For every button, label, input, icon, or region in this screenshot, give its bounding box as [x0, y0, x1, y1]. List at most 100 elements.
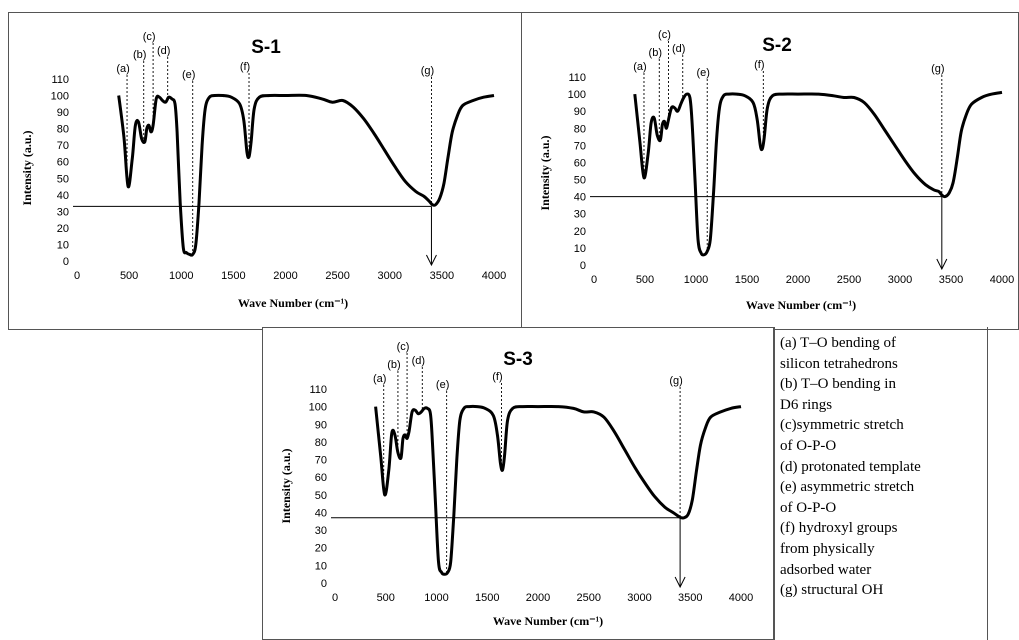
y-axis-label: Intensity (a.u.): [279, 448, 293, 523]
y-tick-label: 40: [57, 190, 69, 202]
x-tick-label: 1500: [475, 592, 499, 604]
chart-panel-s3: S-3 Intensity (a.u.) Wave Number (cm⁻¹) …: [262, 327, 775, 640]
peak-label: (c): [658, 29, 671, 41]
y-tick-label: 80: [315, 437, 327, 449]
peak-label: (a): [116, 63, 129, 75]
peak-label: (b): [387, 359, 400, 371]
x-tick-label: 1000: [684, 274, 708, 286]
peak-label: (g): [931, 63, 944, 75]
x-tick-label: 2000: [526, 592, 550, 604]
legend-line: (b) T–O bending in: [780, 374, 983, 395]
x-tick-label: 2500: [325, 270, 349, 282]
ftir-chart-s3: S-3 Intensity (a.u.) Wave Number (cm⁻¹) …: [263, 328, 774, 639]
y-tick-label: 10: [574, 243, 586, 255]
y-tick-label: 50: [57, 173, 69, 185]
legend-line: (c)symmetric stretch: [780, 415, 983, 436]
y-tick-label: 20: [315, 543, 327, 555]
legend-line: of O-P-O: [780, 498, 983, 519]
peak-label: (d): [157, 45, 170, 57]
spectrum-line: [635, 92, 1002, 255]
x-tick-label: 3500: [678, 592, 702, 604]
y-tick-label: 30: [57, 206, 69, 218]
peak-label: (e): [436, 379, 449, 391]
x-tick-label: 500: [120, 270, 138, 282]
y-tick-label: 90: [574, 106, 586, 118]
chart-title: S-3: [503, 349, 533, 370]
legend-line: silicon tetrahedrons: [780, 354, 983, 375]
y-tick-label: 90: [315, 419, 327, 431]
peak-label: (d): [672, 43, 685, 55]
x-tick-label: 3500: [430, 270, 454, 282]
chart-panel-s1: S-1 Intensity (a.u.) Wave Number (cm⁻¹) …: [8, 12, 523, 330]
ftir-chart-s1: S-1 Intensity (a.u.) Wave Number (cm⁻¹) …: [9, 13, 522, 329]
peak-label: (c): [397, 341, 410, 353]
x-tick-label: 2500: [577, 592, 601, 604]
y-tick-label: 80: [57, 124, 69, 136]
legend-line: (d) protonated template: [780, 457, 983, 478]
legend-line: adsorbed water: [780, 560, 983, 581]
chart-title: S-2: [762, 35, 792, 56]
x-tick-label: 3000: [627, 592, 651, 604]
y-axis-label: Intensity (a.u.): [538, 135, 552, 210]
y-tick-label: 0: [321, 578, 327, 590]
y-tick-label: 110: [51, 74, 69, 86]
y-tick-label: 60: [574, 157, 586, 169]
x-tick-label: 4000: [729, 592, 753, 604]
y-tick-label: 10: [57, 239, 69, 251]
y-tick-label: 70: [574, 140, 586, 152]
legend-line: D6 rings: [780, 395, 983, 416]
peak-label: (e): [696, 67, 709, 79]
x-tick-label: 4000: [990, 274, 1014, 286]
y-tick-label: 70: [315, 455, 327, 467]
y-tick-label: 50: [574, 175, 586, 187]
peak-label: (f): [492, 371, 502, 383]
y-tick-label: 40: [315, 507, 327, 519]
x-tick-label: 0: [332, 592, 338, 604]
y-tick-label: 20: [57, 223, 69, 235]
chart-panel-s2: S-2 Intensity (a.u.) Wave Number (cm⁻¹) …: [521, 12, 1019, 330]
x-tick-label: 0: [591, 274, 597, 286]
y-tick-label: 100: [309, 402, 327, 414]
y-tick-label: 60: [57, 157, 69, 169]
y-tick-label: 100: [51, 91, 69, 103]
y-tick-label: 30: [574, 209, 586, 221]
spectrum-line: [376, 406, 741, 574]
x-axis-label: Wave Number (cm⁻¹): [238, 296, 348, 310]
y-tick-label: 0: [63, 256, 69, 268]
y-tick-label: 60: [315, 472, 327, 484]
peak-label: (a): [633, 61, 646, 73]
peak-label: (g): [421, 65, 434, 77]
y-axis-label: Intensity (a.u.): [20, 130, 34, 205]
x-tick-label: 1000: [169, 270, 193, 282]
y-tick-label: 20: [574, 226, 586, 238]
chart-title: S-1: [251, 37, 281, 58]
x-tick-label: 1500: [735, 274, 759, 286]
peak-label: (d): [412, 355, 425, 367]
peak-label: (a): [373, 373, 386, 385]
x-tick-label: 500: [636, 274, 654, 286]
legend-line: (a) T–O bending of: [780, 333, 983, 354]
legend-line: (f) hydroxyl groups: [780, 518, 983, 539]
y-tick-label: 0: [580, 260, 586, 272]
x-tick-label: 1500: [221, 270, 245, 282]
x-tick-label: 3000: [888, 274, 912, 286]
y-tick-label: 110: [309, 384, 327, 396]
x-axis-label: Wave Number (cm⁻¹): [493, 614, 603, 628]
peak-label: (e): [182, 69, 195, 81]
peak-assignment-legend: (a) T–O bending of silicon tetrahedrons …: [773, 327, 988, 640]
x-tick-label: 500: [377, 592, 395, 604]
y-tick-label: 100: [568, 89, 586, 101]
peak-label: (g): [669, 375, 682, 387]
x-tick-label: 0: [74, 270, 80, 282]
peak-label: (f): [240, 61, 250, 73]
x-tick-label: 3000: [378, 270, 402, 282]
y-tick-label: 90: [57, 107, 69, 119]
peak-label: (c): [143, 31, 156, 43]
legend-line: (g) structural OH: [780, 580, 983, 601]
legend-line: from physically: [780, 539, 983, 560]
y-tick-label: 30: [315, 525, 327, 537]
legend-line: (e) asymmetric stretch: [780, 477, 983, 498]
y-tick-label: 10: [315, 560, 327, 572]
x-tick-label: 1000: [424, 592, 448, 604]
x-tick-label: 2000: [786, 274, 810, 286]
